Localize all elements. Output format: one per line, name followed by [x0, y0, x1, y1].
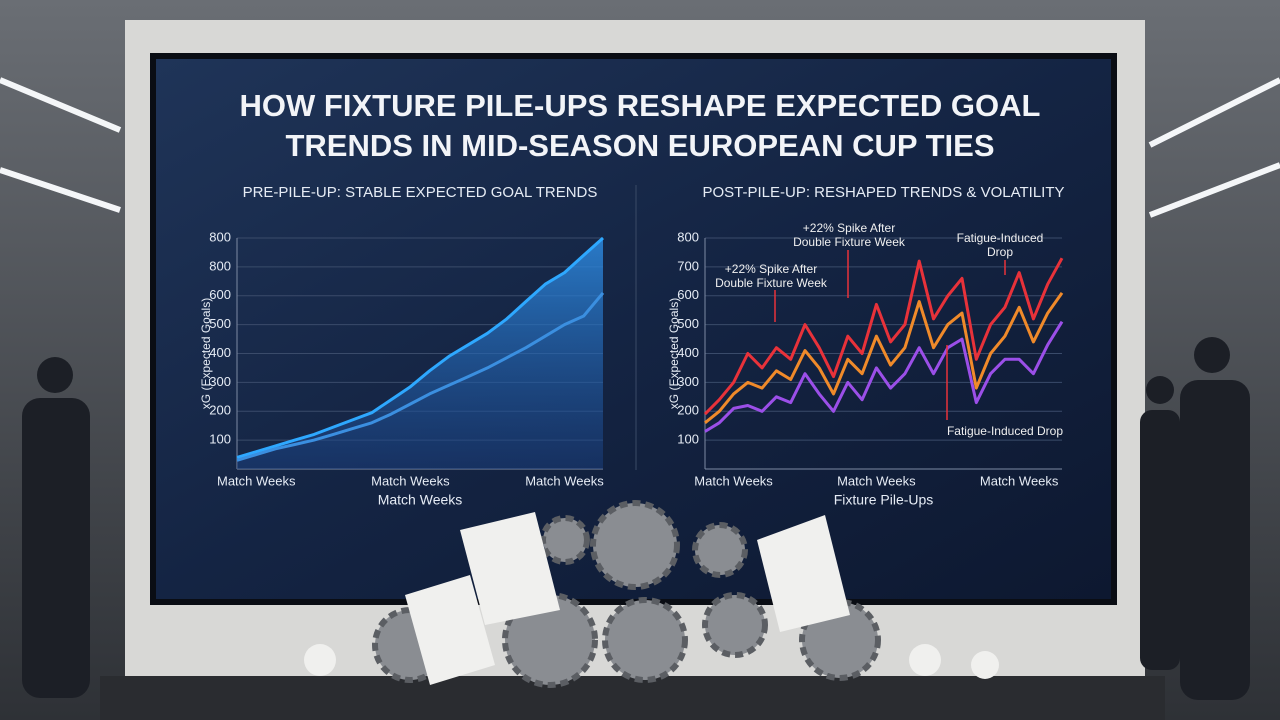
annotation: +22% Spike After Double Fixture Week	[715, 262, 827, 290]
y-tick-label: 100	[677, 432, 699, 447]
y-tick-label: 500	[209, 316, 231, 331]
y-tick-label: 400	[209, 345, 231, 360]
y-tick-label: 200	[209, 403, 231, 418]
x-axis-label: Fixture Pile-Ups	[834, 492, 934, 508]
y-tick-label: 800	[209, 258, 231, 273]
line	[236, 236, 605, 459]
y-axis-label: xG (Expected Goals)	[199, 298, 213, 409]
y-tick-label: 100	[209, 432, 231, 447]
papers	[304, 512, 999, 685]
y-tick-label: 600	[209, 287, 231, 302]
annotation: +22% Spike After Double Fixture Week	[793, 221, 905, 249]
annotation: Fatigue-Induced Drop	[956, 231, 1044, 259]
line	[704, 320, 1064, 433]
x-tick-label: Match Weeks	[217, 473, 296, 488]
chart-subtitle: PRE-PILE-UP: STABLE EXPECTED GOAL TRENDS	[243, 184, 598, 201]
chart-subtitle: POST-PILE-UP: RESHAPED TRENDS & VOLATILI…	[702, 184, 1064, 201]
people	[22, 337, 1250, 700]
y-tick-label: 800	[209, 229, 231, 244]
page-title: HOW FIXTURE PILE-UPS RESHAPE EXPECTED GO…	[239, 88, 1041, 163]
x-tick-label: Match Weeks	[525, 473, 604, 488]
annotation: Fatigue-Induced Drop	[946, 424, 1064, 438]
y-tick-label: 200	[677, 403, 699, 418]
y-tick-label: 400	[677, 345, 699, 360]
y-tick-label: 300	[677, 374, 699, 389]
line	[703, 257, 1064, 416]
y-axis-label: xG (Expected Goals)	[667, 298, 681, 409]
y-tick-label: 300	[209, 374, 231, 389]
x-axis-label: Match Weeks	[378, 492, 463, 508]
ceiling-lights	[0, 77, 1280, 218]
x-tick-label: Match Weeks	[371, 473, 450, 488]
x-tick-label: Match Weeks	[694, 473, 773, 488]
line	[236, 291, 605, 462]
area	[237, 238, 603, 469]
x-tick-label: Match Weeks	[837, 473, 916, 488]
shelf	[100, 676, 1165, 720]
y-tick-label: 500	[677, 316, 699, 331]
line	[704, 292, 1064, 424]
x-tick-label: Match Weeks	[980, 473, 1059, 488]
y-tick-label: 700	[677, 258, 699, 273]
y-tick-label: 800	[677, 229, 699, 244]
y-tick-label: 600	[677, 287, 699, 302]
